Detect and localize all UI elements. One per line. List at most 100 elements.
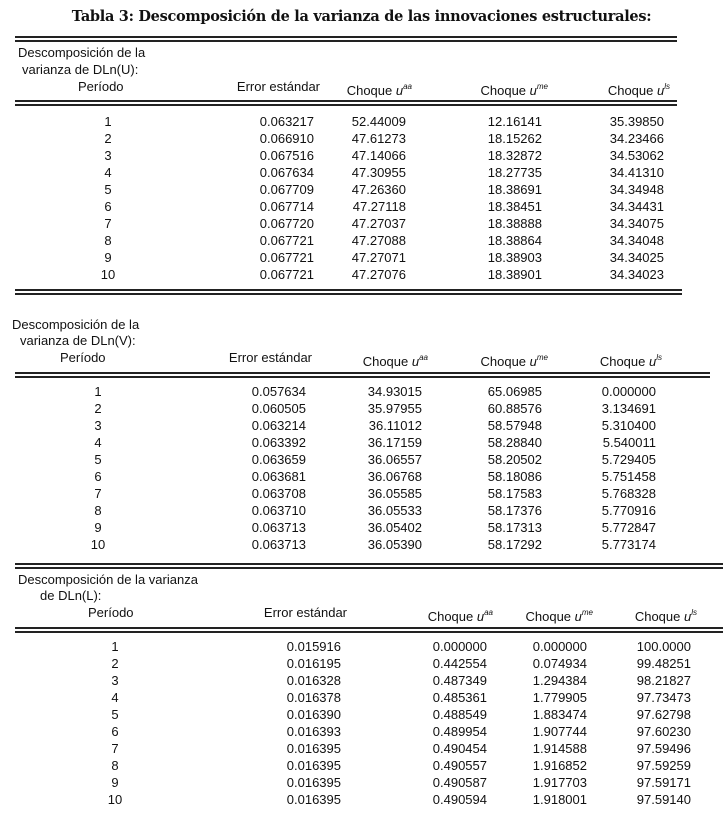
column-header-text: Choque [346,83,396,98]
value-cell: 0.063710 [251,503,306,518]
header-rule [15,627,723,633]
column-header: Choque ume [503,605,593,625]
value-cell: 0.063713 [251,520,306,535]
value-cell: 0.016395 [286,758,341,773]
u-symbol: u [411,354,420,369]
period-cell: 3 [111,673,119,688]
value-cell: 47.27118 [352,199,406,214]
value-cell: 36.06768 [367,469,422,484]
column-header-superscript: ls [664,82,670,91]
value-cell: 34.34948 [609,182,664,197]
value-cell: 58.17376 [487,503,542,518]
value-cell: 34.34023 [609,267,664,282]
value-cell: 97.60230 [636,724,691,739]
period-cell: 5 [111,707,119,722]
column-header-text: Choque [607,83,657,98]
header-rule [15,372,710,378]
value-cell: 0.060505 [251,401,306,416]
value-cell: 58.57948 [487,418,542,433]
value-cell: 52.44009 [351,114,406,129]
period-cell: 5 [94,452,102,467]
value-cell: 18.32872 [487,148,542,163]
value-cell: 0.063659 [251,452,306,467]
table-heading-line: varianza de DLn(U): [22,62,139,77]
value-cell: 1.294384 [532,673,587,688]
value-cell: 0.016328 [286,673,341,688]
value-cell: 0.016393 [286,724,341,739]
value-cell: 18.38888 [487,216,542,231]
table-heading-line: varianza de DLn(V): [20,333,136,348]
value-cell: 0.067714 [259,199,314,214]
value-cell: 0.067721 [259,233,314,248]
period-cell: 1 [104,114,112,129]
value-cell: 18.15262 [487,131,542,146]
column-header-superscript: me [581,608,593,617]
period-cell: 4 [111,690,119,705]
table-title: Tabla 3: Descomposición de la varianza d… [71,8,652,25]
period-cell: 7 [111,741,119,756]
column-header-text: Choque [427,609,477,624]
column-header-label: Error estándar [236,79,320,94]
period-cell: 1 [111,639,119,654]
value-cell: 5.773174 [601,537,656,552]
value-cell: 47.27071 [351,250,406,265]
value-cell: 0.016195 [286,656,341,671]
value-cell: 0.016395 [286,792,341,807]
u-symbol: u [529,354,537,369]
column-header-superscript: me [536,353,548,362]
value-cell: 36.05585 [367,486,422,501]
period-cell: 9 [104,250,112,265]
value-cell: 1.917703 [532,775,587,790]
value-cell: 0.067720 [259,216,314,231]
column-header: Error estándar [242,605,347,621]
value-cell: 99.48251 [636,656,691,671]
value-cell: 0.000000 [432,639,487,654]
table-heading-line: Período [60,350,106,365]
value-cell: 47.14066 [351,148,406,163]
value-cell: 97.73473 [636,690,691,705]
value-cell: 58.28840 [487,435,542,450]
table-heading-line: Descomposición de la varianza [18,572,198,587]
period-cell: 6 [104,199,112,214]
column-header-superscript: ls [691,608,697,617]
value-cell: 0.490454 [432,741,487,756]
column-header-text: Choque [634,609,684,624]
value-cell: 5.751458 [601,469,656,484]
value-cell: 0.016395 [286,741,341,756]
period-cell: 1 [94,384,102,399]
value-cell: 97.59259 [636,758,691,773]
value-cell: 5.729405 [601,452,656,467]
value-cell: 5.772847 [601,520,656,535]
value-cell: 1.914588 [532,741,587,756]
value-cell: 0.066910 [259,131,314,146]
value-cell: 18.38903 [487,250,542,265]
value-cell: 0.063713 [251,537,306,552]
period-cell: 9 [94,520,102,535]
table-heading-line: Período [88,605,134,620]
value-cell: 58.17583 [487,486,542,501]
value-cell: 0.067721 [259,267,314,282]
value-cell: 0.490587 [432,775,487,790]
value-cell: 47.30955 [351,165,406,180]
value-cell: 18.38451 [487,199,542,214]
column-header: Choque uaa [322,79,412,99]
value-cell: 97.59140 [636,792,691,807]
column-header: Choque uaa [338,350,428,370]
value-cell: 47.27037 [351,216,406,231]
u-symbol: u [574,609,582,624]
value-cell: 1.916852 [532,758,587,773]
value-cell: 34.93015 [367,384,422,399]
column-header-text: Choque [362,354,412,369]
column-header: Choque ume [453,350,548,370]
value-cell: 5.768328 [601,486,656,501]
value-cell: 35.97955 [367,401,422,416]
value-cell: 34.23466 [609,131,664,146]
column-header: Error estándar [215,79,320,95]
column-header-label: Error estándar [263,605,347,620]
table-heading-line: Período [78,79,124,94]
value-cell: 36.05402 [367,520,422,535]
table-heading-line: de DLn(L): [40,588,102,603]
value-cell: 34.41310 [609,165,664,180]
value-cell: 0.442554 [432,656,487,671]
period-cell: 10 [90,537,106,552]
